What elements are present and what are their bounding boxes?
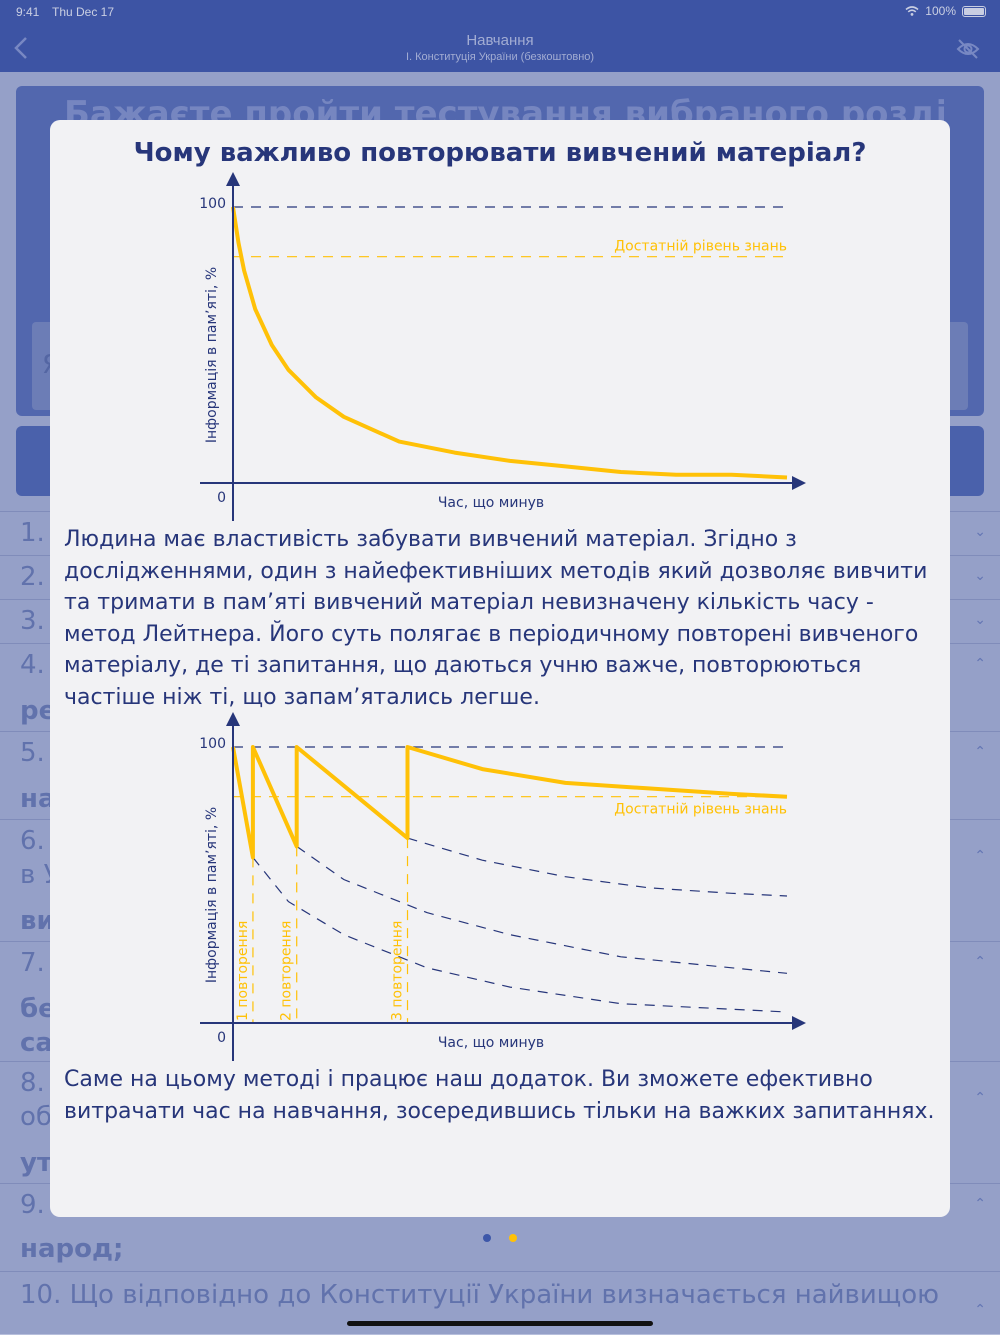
- answer-text: народ;: [20, 1234, 124, 1264]
- chevron-up-icon[interactable]: ⌃: [974, 1302, 986, 1318]
- decay-curve: [407, 837, 788, 897]
- chevron-up-icon[interactable]: ⌃: [974, 954, 986, 970]
- paragraph-app: Саме на цьому методі і працює наш додато…: [64, 1067, 935, 1124]
- repetition-label: 2 повторення: [279, 921, 295, 1021]
- eye-slash-icon[interactable]: [956, 38, 980, 60]
- y-axis-label: Інформація в пам’яті, %: [204, 807, 220, 983]
- home-indicator: [347, 1321, 653, 1326]
- y-axis-arrow: [226, 172, 240, 186]
- nav-title: Навчання: [466, 32, 534, 49]
- chevron-down-icon[interactable]: ⌄: [974, 612, 986, 628]
- decay-curve: [296, 845, 788, 974]
- y-tick-label: 100: [199, 736, 226, 752]
- status-bar: 9:41 Thu Dec 17 100%: [0, 0, 1000, 24]
- nav-bar: Навчання I. Конституція України (безкошт…: [0, 24, 1000, 72]
- x-axis-label: Час, що минув: [438, 1035, 544, 1051]
- modal-title: Чому важливо повторювати вивчений матері…: [133, 138, 867, 168]
- answer-text: на: [20, 784, 56, 814]
- y-axis-arrow: [226, 712, 240, 726]
- back-chevron-icon[interactable]: [10, 34, 34, 62]
- repetition-curve-svg: Достатній рівень знань 1 повторення 2 повт…: [199, 712, 806, 1061]
- y-tick-label: 100: [199, 196, 226, 212]
- x-axis-arrow: [792, 476, 806, 490]
- chevron-down-icon[interactable]: ⌄: [974, 524, 986, 540]
- answer-text: бе: [20, 994, 56, 1024]
- list-item[interactable]: 10. Що відповідно до Конституції України…: [0, 1271, 1000, 1335]
- info-modal: Чому важливо повторювати вивчений матері…: [50, 120, 950, 1217]
- chevron-down-icon[interactable]: ⌄: [974, 568, 986, 584]
- y-axis-label: Інформація в пам’яті, %: [204, 267, 220, 443]
- answer-text-line2: са: [20, 1028, 53, 1058]
- repetition-label: 3 повторення: [390, 921, 406, 1021]
- memory-curve: [231, 745, 788, 860]
- threshold-label: Достатній рівень знань: [614, 239, 787, 255]
- chevron-up-icon[interactable]: ⌃: [974, 848, 986, 864]
- answer-text: ви: [20, 906, 55, 936]
- battery-percent: 100%: [925, 4, 956, 18]
- page-dot-active[interactable]: [508, 1234, 517, 1242]
- y-tick-label: 0: [217, 490, 226, 506]
- x-axis-label: Час, що минув: [438, 495, 544, 511]
- repetition-curve-chart: Достатній рівень знань 1 повторення 2 повт…: [190, 710, 870, 1061]
- chevron-up-icon[interactable]: ⌃: [974, 744, 986, 760]
- x-axis-arrow: [792, 1016, 806, 1030]
- chevron-up-icon[interactable]: ⌃: [974, 1196, 986, 1212]
- page-indicator: [0, 1227, 1000, 1246]
- forgetting-curve-svg: Достатній рівень знань 100 0 Час, що минув І…: [199, 172, 806, 521]
- threshold-label: Достатній рівень знань: [614, 802, 787, 818]
- nav-subtitle: I. Конституція України (безкоштовно): [405, 51, 595, 63]
- decay-curve: [252, 857, 788, 1013]
- y-tick-label: 0: [217, 1030, 226, 1046]
- wifi-icon: [905, 6, 919, 16]
- battery-icon: [962, 5, 986, 17]
- answer-text: ут: [20, 1148, 53, 1178]
- question-text-line2: об: [20, 1102, 52, 1132]
- status-date: Thu Dec 17: [52, 5, 115, 19]
- paragraph-leitner: Людина має властивість забувати вивчений…: [64, 527, 928, 710]
- chevron-up-icon[interactable]: ⌃: [974, 1090, 986, 1106]
- forgetting-curve-chart: Достатній рівень знань 100 0 Час, що минув І…: [190, 170, 870, 521]
- status-time: 9:41: [16, 5, 40, 19]
- repetition-label: 1 повторення: [235, 921, 251, 1021]
- status-indicators: 100%: [905, 4, 986, 18]
- page-dot[interactable]: [483, 1234, 492, 1242]
- question-text: 10. Що відповідно до Конституції України…: [20, 1280, 940, 1310]
- memory-curve: [231, 206, 788, 480]
- chevron-up-icon[interactable]: ⌃: [974, 656, 986, 672]
